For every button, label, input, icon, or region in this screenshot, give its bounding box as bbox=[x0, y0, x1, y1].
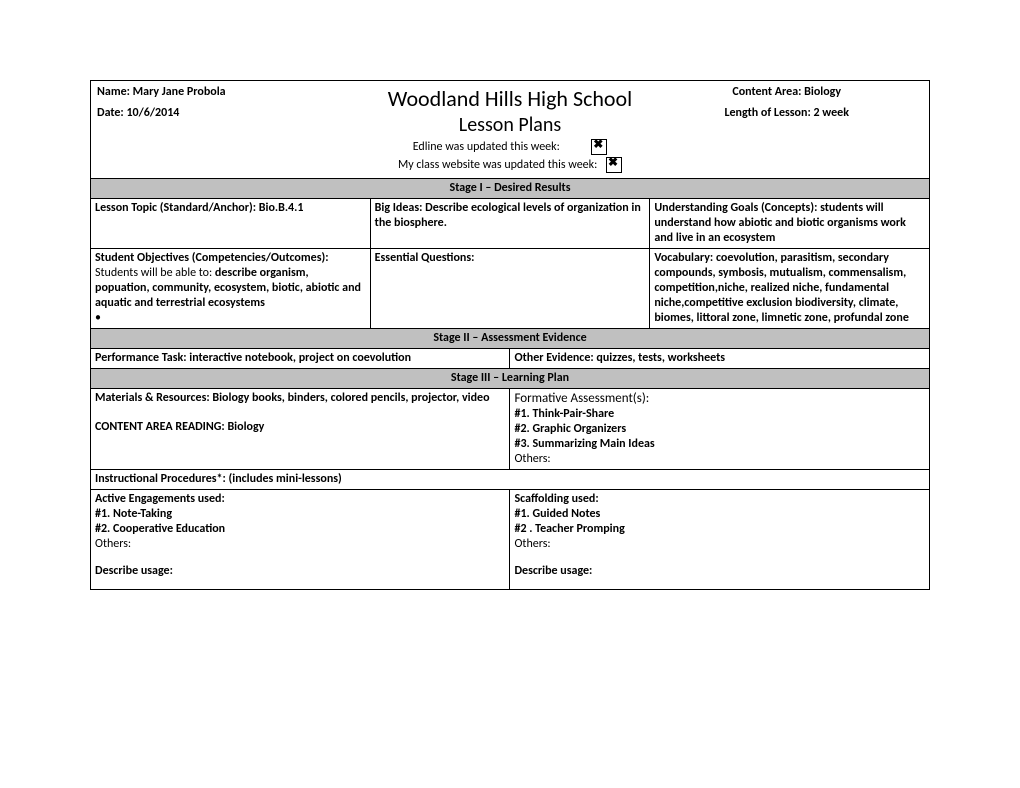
performance-task-cell: Performance Task: interactive notebook, … bbox=[91, 348, 510, 368]
vocab-label: Vocabulary: bbox=[654, 251, 716, 265]
essential-cell: Essential Questions: bbox=[370, 248, 650, 328]
understanding-cell: Understanding Goals (Concepts): students… bbox=[650, 198, 930, 248]
stage2-header: Stage II – Assessment Evidence bbox=[91, 328, 930, 348]
header-cell: Name: Mary Jane Probola Date: 10/6/2014 … bbox=[91, 81, 930, 179]
other-value: quizzes, tests, worksheets bbox=[596, 351, 725, 365]
length-label: Length of Lesson: bbox=[724, 106, 813, 120]
date-value: 10/6/2014 bbox=[126, 106, 179, 120]
content-area-label: Content Area: bbox=[732, 85, 804, 99]
scaffold-2: #2 . Teacher Promping bbox=[514, 522, 925, 537]
content-area-value: Biology bbox=[804, 85, 841, 99]
objectives-bullet: • bbox=[95, 311, 366, 326]
formative-cell: Formative Assessment(s): #1. Think-Pair-… bbox=[510, 388, 930, 469]
school-title: Woodland Hills High School bbox=[370, 85, 651, 113]
formative-2: #2. Graphic Organizers bbox=[514, 422, 925, 437]
website-checkbox[interactable] bbox=[606, 157, 622, 173]
active-2: #2. Cooperative Education bbox=[95, 522, 505, 537]
formative-3: #3. Summarizing Main Ideas bbox=[514, 437, 925, 452]
other-label: Other Evidence: bbox=[514, 351, 596, 365]
active-1: #1. Note-Taking bbox=[95, 507, 505, 522]
procedures-cell: Instructional Procedures*: (includes min… bbox=[91, 469, 930, 489]
vocab-cell: Vocabulary: coevolution, parasitism, sec… bbox=[650, 248, 930, 328]
active-header: Active Engagements used: bbox=[95, 492, 505, 507]
other-evidence-cell: Other Evidence: quizzes, tests, workshee… bbox=[510, 348, 930, 368]
objectives-intro: Students will be able to: bbox=[95, 266, 215, 280]
understanding-label: Understanding Goals (Concepts): bbox=[654, 201, 820, 215]
active-describe: Describe usage: bbox=[95, 564, 505, 579]
edline-checkbox[interactable] bbox=[591, 139, 607, 155]
school-subtitle: Lesson Plans bbox=[370, 113, 651, 138]
scaffold-describe: Describe usage: bbox=[514, 564, 925, 579]
name-label: Name: bbox=[97, 85, 133, 99]
content-reading-label: CONTENT AREA READING: bbox=[95, 420, 227, 434]
materials-label: Materials & Resources: bbox=[95, 391, 212, 405]
essential-label: Essential Questions: bbox=[375, 251, 475, 265]
objectives-cell: Student Objectives (Competencies/Outcome… bbox=[91, 248, 371, 328]
lesson-plan-document: Name: Mary Jane Probola Date: 10/6/2014 … bbox=[0, 0, 1020, 610]
scaffold-header: Scaffolding used: bbox=[514, 492, 925, 507]
lesson-topic-cell: Lesson Topic (Standard/Anchor): Bio.B.4.… bbox=[91, 198, 371, 248]
length-value: 2 week bbox=[813, 106, 848, 120]
scaffold-1: #1. Guided Notes bbox=[514, 507, 925, 522]
stage1-header: Stage I – Desired Results bbox=[91, 178, 930, 198]
lesson-topic-value: Bio.B.4.1 bbox=[259, 201, 304, 215]
content-reading-value: Biology bbox=[227, 420, 264, 434]
name-value: Mary Jane Probola bbox=[133, 85, 226, 99]
materials-cell: Materials & Resources: Biology books, bi… bbox=[91, 388, 510, 469]
materials-value: Biology books, binders, colored pencils,… bbox=[212, 391, 489, 405]
formative-header: Formative Assessment(s): bbox=[514, 391, 925, 407]
scaffold-others: Others: bbox=[514, 537, 925, 552]
stage3-header: Stage III – Learning Plan bbox=[91, 368, 930, 388]
big-ideas-label: Big Ideas: bbox=[375, 201, 426, 215]
edline-text: Edline was updated this week: bbox=[413, 139, 560, 153]
scaffold-cell: Scaffolding used: #1. Guided Notes #2 . … bbox=[510, 489, 930, 589]
perf-label: Performance Task: bbox=[95, 351, 189, 365]
website-text: My class website was updated this week: bbox=[398, 157, 597, 171]
lesson-topic-label: Lesson Topic (Standard/Anchor): bbox=[95, 201, 259, 215]
formative-1: #1. Think-Pair-Share bbox=[514, 407, 925, 422]
procedures-label: Instructional Procedures*: (includes min… bbox=[95, 472, 342, 486]
objectives-label: Student Objectives (Competencies/Outcome… bbox=[95, 251, 366, 266]
active-others: Others: bbox=[95, 537, 505, 552]
lesson-plan-table: Name: Mary Jane Probola Date: 10/6/2014 … bbox=[90, 80, 930, 590]
formative-others: Others: bbox=[514, 452, 925, 467]
date-label: Date: bbox=[97, 106, 126, 120]
big-ideas-cell: Big Ideas: Describe ecological levels of… bbox=[370, 198, 650, 248]
active-cell: Active Engagements used: #1. Note-Taking… bbox=[91, 489, 510, 589]
perf-value: interactive notebook, project on coevolu… bbox=[189, 351, 411, 365]
